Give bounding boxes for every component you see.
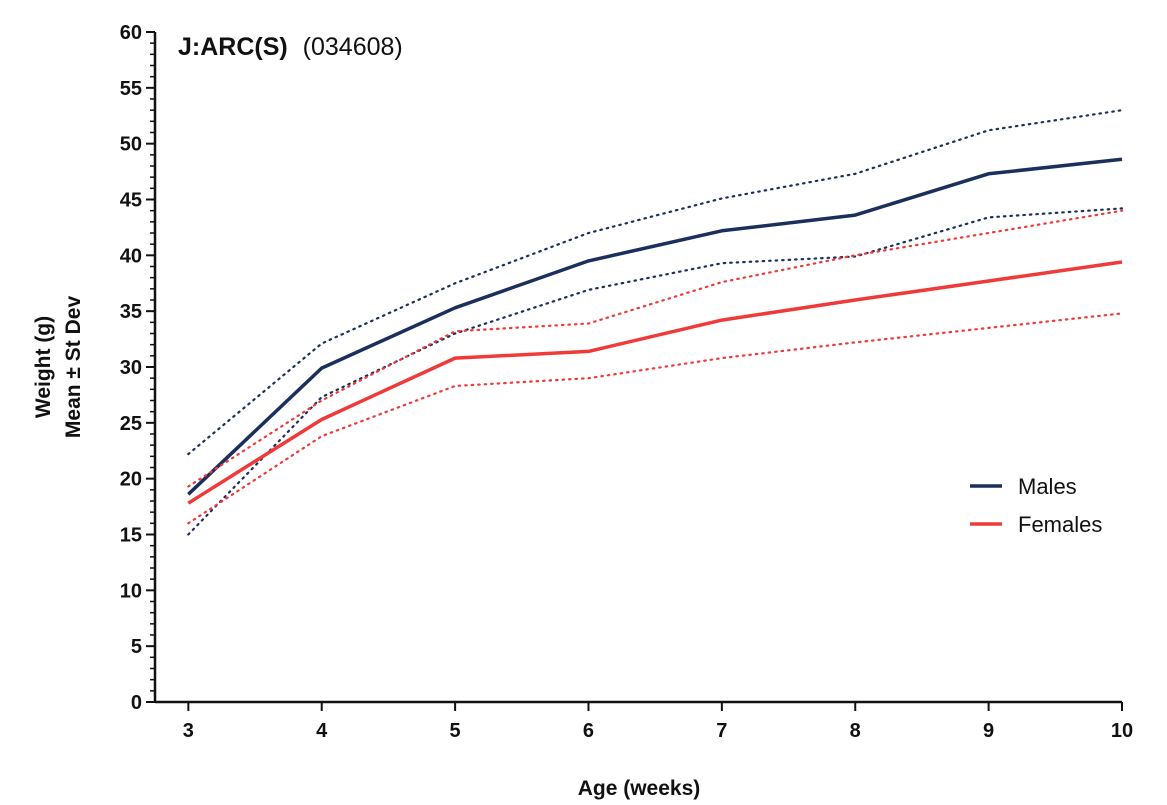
y-tick-label: 0 [131,692,142,714]
legend-label-females: Females [1018,512,1102,537]
legend: Males Females [970,474,1102,537]
axes [153,32,1122,704]
legend-label-males: Males [1018,474,1077,499]
females-upper-sd-line [187,209,1124,488]
males-mean-line [187,157,1123,496]
y-tick-label: 20 [120,469,142,491]
x-tick-label: 10 [1111,720,1133,742]
x-axis-title: Age (weeks) [578,777,701,800]
y-tick-label: 15 [120,525,142,547]
y-tick-label: 5 [131,636,142,658]
y-ticks: 0 5 10 15 20 25 30 35 40 45 50 55 60 [120,22,155,714]
x-tick-label: 6 [583,720,594,742]
y-tick-label: 45 [120,190,142,212]
x-tick-label: 9 [983,720,994,742]
x-tick-label: 5 [450,720,461,742]
x-ticks: 3 4 5 6 7 8 9 10 [183,702,1133,742]
females-mean-line [187,260,1123,505]
y-tick-label: 55 [120,78,142,100]
chart-title: J:ARC(S) (034608) [178,33,403,61]
males-upper-sd-line [187,109,1124,456]
chart-title-bold: J:ARC(S) [178,33,288,61]
y-tick-label: 10 [120,580,142,602]
males-lower-sd-line [187,207,1124,536]
x-tick-label: 3 [183,720,194,742]
x-tick-label: 7 [716,720,727,742]
y-tick-label: 35 [120,301,142,323]
x-tick-label: 8 [850,720,861,742]
y-axis-title-line1: Weight (g) [32,316,55,418]
females-lower-sd-line [187,312,1124,525]
series-layer [187,109,1124,536]
y-tick-label: 60 [120,22,142,44]
y-tick-label: 50 [120,134,142,156]
chart-title-normal: (034608) [303,33,403,61]
y-axis-title-line2: Mean ± St Dev [62,296,85,439]
y-tick-label: 40 [120,245,142,267]
x-tick-label: 4 [316,720,328,742]
y-tick-label: 25 [120,413,142,435]
y-tick-label: 30 [120,357,142,379]
